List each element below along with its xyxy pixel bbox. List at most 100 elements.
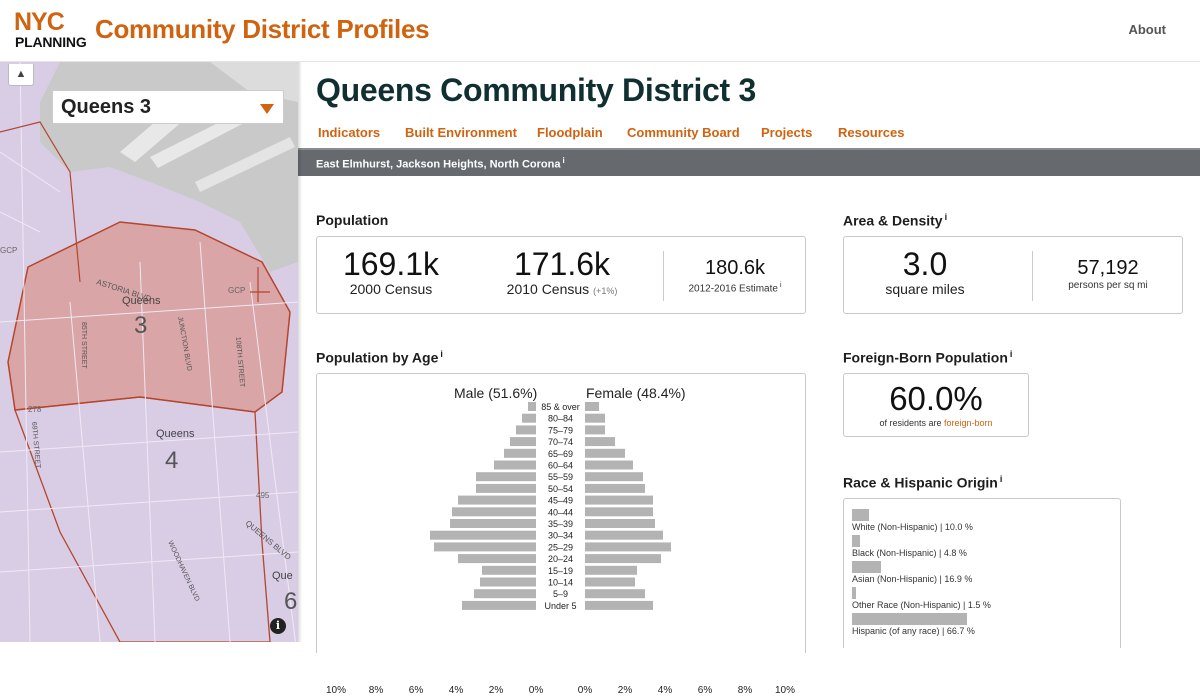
panel-shadow [298, 62, 302, 642]
female-bar [585, 460, 633, 470]
age-group-label: 15–19 [548, 566, 573, 576]
female-bar [585, 554, 661, 564]
x-tick-label: 4% [658, 685, 673, 696]
info-icon[interactable]: i [779, 282, 782, 289]
male-bar [474, 589, 536, 599]
age-group-label: 55–59 [548, 472, 573, 482]
male-bar [458, 554, 536, 564]
age-group-label: 20–24 [548, 554, 573, 564]
area-stat: 3.0 square miles [850, 247, 1000, 297]
age-group-label: Under 5 [544, 601, 576, 611]
district-3-borough-label: Queens [122, 295, 161, 307]
race-label: Other Race (Non-Hispanic) | 1.5 % [852, 600, 991, 610]
planning-logo-text: PLANNING [15, 34, 87, 50]
foreign-born-title-text: Foreign-Born Population [843, 349, 1008, 366]
x-tick-label: 8% [369, 685, 384, 696]
neighborhood-bar: East Elmhurst, Jackson Heights, North Co… [298, 148, 1200, 176]
x-tick-label: 10% [326, 685, 346, 696]
age-group-label: 70–74 [548, 437, 573, 447]
density-label: persons per sq mi [1068, 280, 1148, 291]
tab-indicators[interactable]: Indicators [318, 125, 381, 140]
male-bar [482, 565, 536, 575]
info-icon[interactable]: i [1009, 349, 1013, 359]
district-6-borough-label: Que [272, 570, 293, 582]
compass-icon[interactable]: ▲ [15, 68, 27, 80]
info-icon[interactable]: i [440, 349, 443, 359]
tab-projects[interactable]: Projects [761, 125, 813, 140]
female-bar [585, 600, 653, 610]
district-4-borough-label: Queens [156, 428, 195, 440]
race-label: Black (Non-Hispanic) | 4.8 % [852, 548, 967, 558]
age-group-label: 30–34 [548, 531, 573, 541]
tab-resources[interactable]: Resources [838, 125, 905, 140]
info-icon[interactable]: i [999, 474, 1003, 484]
info-icon[interactable]: i [944, 212, 948, 222]
female-bar [585, 507, 653, 517]
population-title: Population [316, 212, 389, 228]
race-card: White (Non-Hispanic) | 10.0 % Black (Non-… [843, 498, 1121, 648]
district-6-number-label: 6 [284, 588, 298, 615]
map-label-gcp-right: GCP [228, 286, 245, 295]
male-bar [504, 448, 536, 458]
census-2010-value: 171.6k [513, 246, 611, 282]
female-bar [585, 589, 645, 599]
female-bar [585, 530, 663, 540]
population-by-age-title-text: Population by Age [316, 349, 439, 366]
profile-content: Queens Community District 3 Indicators B… [298, 62, 1200, 696]
district-select-dropdown[interactable]: Queens 3 [52, 90, 284, 124]
stat-divider [663, 251, 664, 301]
foreign-born-label: of residents are foreign-born [844, 418, 1028, 428]
female-bar [585, 413, 605, 423]
app-title[interactable]: Community District Profiles [95, 14, 430, 44]
x-tick-label: 10% [775, 685, 795, 696]
neighborhood-list: East Elmhurst, Jackson Heights, North Co… [316, 156, 565, 171]
census-2010-stat: 171.6k 2010 Census (+1%) [487, 247, 637, 299]
race-label: White (Non-Hispanic) | 10.0 % [852, 522, 973, 532]
area-label: square miles [885, 281, 965, 297]
age-group-label: 45–49 [548, 496, 573, 506]
female-bar [585, 425, 605, 435]
female-bar [585, 565, 637, 575]
x-tick-label: 6% [698, 685, 713, 696]
age-group-label: 60–64 [548, 461, 573, 471]
density-value: 57,192 [1077, 257, 1139, 279]
race-bar [852, 587, 856, 599]
district-3-number-label: 3 [134, 312, 148, 339]
map-label-108th: 108TH STREET [234, 337, 245, 389]
map-label-278: 278 [28, 405, 42, 414]
race-label: Asian (Non-Hispanic) | 16.9 % [852, 574, 973, 584]
age-group-label: 75–79 [548, 425, 573, 435]
age-group-label: 10–14 [548, 578, 573, 588]
map-info-icon[interactable]: i [270, 618, 286, 634]
info-icon[interactable]: i [562, 156, 565, 165]
district-select-value: Queens 3 [61, 96, 152, 118]
male-bar [522, 413, 536, 423]
tab-community-board[interactable]: Community Board [627, 125, 740, 140]
district-map[interactable]: ASTORIA BLVD 85TH STREET JUNCTION BLVD 1… [0, 62, 298, 642]
age-group-label: 25–29 [548, 542, 573, 552]
foreign-born-link[interactable]: foreign-born [944, 418, 993, 428]
male-bar [528, 402, 536, 411]
tab-floodplain[interactable]: Floodplain [537, 125, 603, 140]
estimate-label-row: 2012-2016 Estimate i [667, 279, 803, 296]
male-bar [476, 472, 536, 482]
foreign-born-label-prefix: of residents are [879, 418, 942, 428]
female-bar [585, 448, 625, 458]
female-legend: Female (48.4%) [586, 385, 686, 401]
female-bar [585, 519, 655, 528]
foreign-born-card: 60.0% of residents are foreign-born [843, 373, 1029, 437]
neighborhood-names: East Elmhurst, Jackson Heights, North Co… [316, 158, 561, 171]
estimate-value: 180.6k [704, 257, 766, 279]
about-link[interactable]: About [1128, 22, 1166, 37]
male-bar [494, 460, 536, 470]
chevron-down-icon[interactable] [260, 104, 274, 114]
area-value: 3.0 [902, 246, 948, 282]
male-bar [450, 519, 536, 528]
male-legend: Male (51.6%) [454, 385, 538, 401]
nyc-planning-logo[interactable]: NYC PLANNING [14, 10, 87, 50]
race-title-text: Race & Hispanic Origin [843, 474, 998, 491]
tab-built-environment[interactable]: Built Environment [405, 125, 517, 140]
population-by-age-title: Population by Age i [316, 349, 443, 366]
map-zoom-control[interactable]: ▲ [8, 64, 34, 86]
map-canvas[interactable]: ASTORIA BLVD 85TH STREET JUNCTION BLVD 1… [0, 62, 298, 642]
